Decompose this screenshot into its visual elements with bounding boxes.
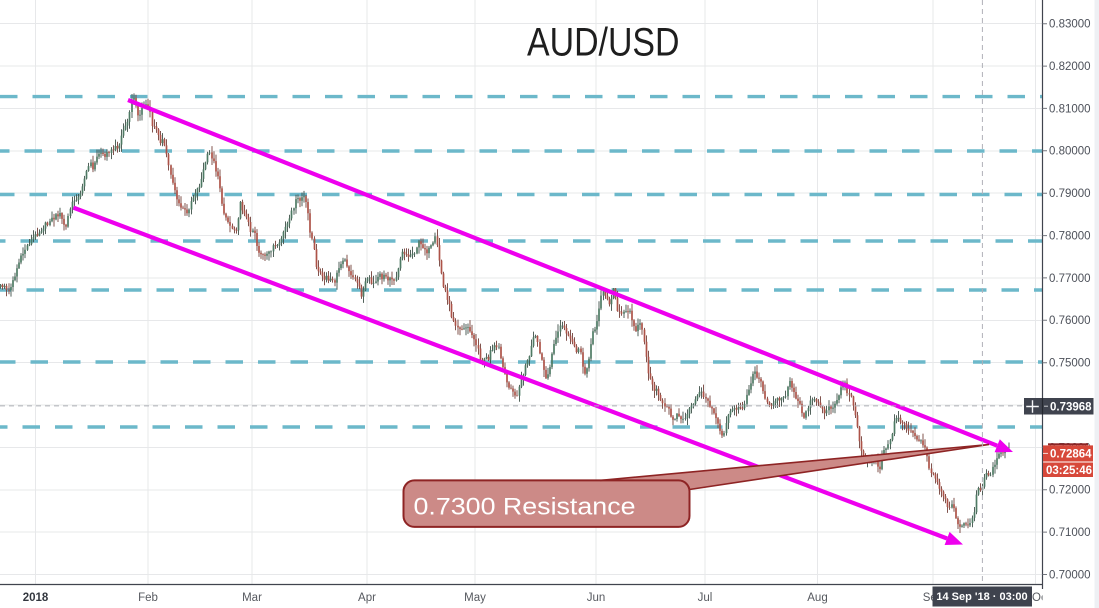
svg-text:0.72000: 0.72000 — [1049, 485, 1091, 497]
svg-text:0.80000: 0.80000 — [1049, 146, 1091, 158]
svg-text:0.83000: 0.83000 — [1049, 19, 1091, 31]
svg-text:0.79000: 0.79000 — [1049, 188, 1091, 200]
svg-text:Apr: Apr — [358, 592, 376, 604]
svg-text:0.73968: 0.73968 — [1050, 401, 1092, 413]
svg-text:0.82000: 0.82000 — [1049, 61, 1091, 73]
svg-text:Oct: Oct — [1032, 592, 1051, 604]
svg-text:May: May — [464, 592, 486, 604]
svg-text:0.76000: 0.76000 — [1049, 315, 1091, 327]
svg-text:Jun: Jun — [587, 592, 606, 604]
svg-text:0.71000: 0.71000 — [1049, 527, 1091, 539]
svg-text:03:25:46: 03:25:46 — [1046, 465, 1092, 477]
svg-text:AUD/USD: AUD/USD — [527, 21, 680, 65]
svg-text:2018: 2018 — [23, 592, 49, 604]
svg-text:0.70000: 0.70000 — [1049, 569, 1091, 581]
svg-text:0.7300 Resistance: 0.7300 Resistance — [414, 494, 636, 521]
svg-text:Feb: Feb — [138, 592, 158, 604]
svg-text:0.81000: 0.81000 — [1049, 103, 1091, 115]
svg-text:14 Sep '18 · 03:00: 14 Sep '18 · 03:00 — [936, 591, 1027, 603]
svg-text:0.78000: 0.78000 — [1049, 231, 1091, 243]
svg-text:0.77000: 0.77000 — [1049, 273, 1091, 285]
svg-text:Jul: Jul — [698, 592, 713, 604]
svg-text:0.72864: 0.72864 — [1050, 449, 1092, 461]
svg-text:0.75000: 0.75000 — [1049, 358, 1091, 370]
svg-text:Aug: Aug — [807, 592, 827, 604]
svg-text:Mar: Mar — [242, 592, 262, 604]
